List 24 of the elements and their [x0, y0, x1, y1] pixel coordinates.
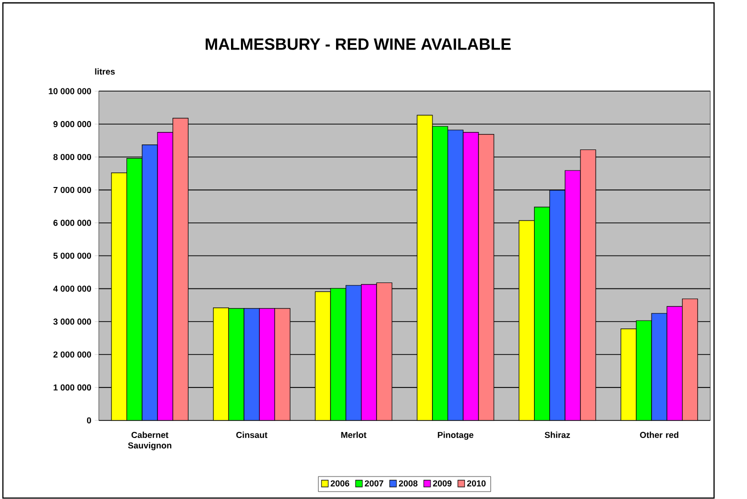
- y-tick-label: 1 000 000: [54, 384, 92, 390]
- y-tick-label: 2 000 000: [53, 351, 92, 358]
- legend-label: 2009: [433, 480, 452, 486]
- x-tick-label: Cabernet Sauvignon: [128, 432, 172, 450]
- x-tick-label: Other red: [640, 432, 678, 438]
- chart-title: MALMESBURY - RED WINE AVAILABLE: [206, 38, 511, 50]
- y-tick-label: 0: [86, 417, 92, 424]
- x-tick-label: Cinsaut: [236, 432, 268, 438]
- x-tick-label: Pinotage: [438, 432, 474, 440]
- y-tick-label: 10 000 000: [48, 88, 92, 94]
- legend-label: 2006: [330, 480, 350, 486]
- y-tick-label: 9 000 000: [53, 121, 92, 128]
- y-tick-label: 3 000 000: [53, 318, 92, 325]
- legend-label: 2010: [467, 480, 486, 486]
- y-tick-label: 7 000 000: [53, 186, 92, 193]
- x-tick-label: Merlot: [341, 432, 366, 438]
- y-tick-label: 6 000 000: [53, 220, 92, 226]
- x-tick-label: Shiraz: [544, 432, 570, 438]
- legend-label: 2008: [398, 480, 418, 486]
- y-axis-title: litres: [95, 68, 115, 75]
- y-tick-label: 4 000 000: [53, 286, 92, 292]
- y-tick-label: 5 000 000: [53, 252, 92, 259]
- legend-label: 2007: [364, 480, 384, 486]
- y-tick-label: 8 000 000: [53, 154, 92, 160]
